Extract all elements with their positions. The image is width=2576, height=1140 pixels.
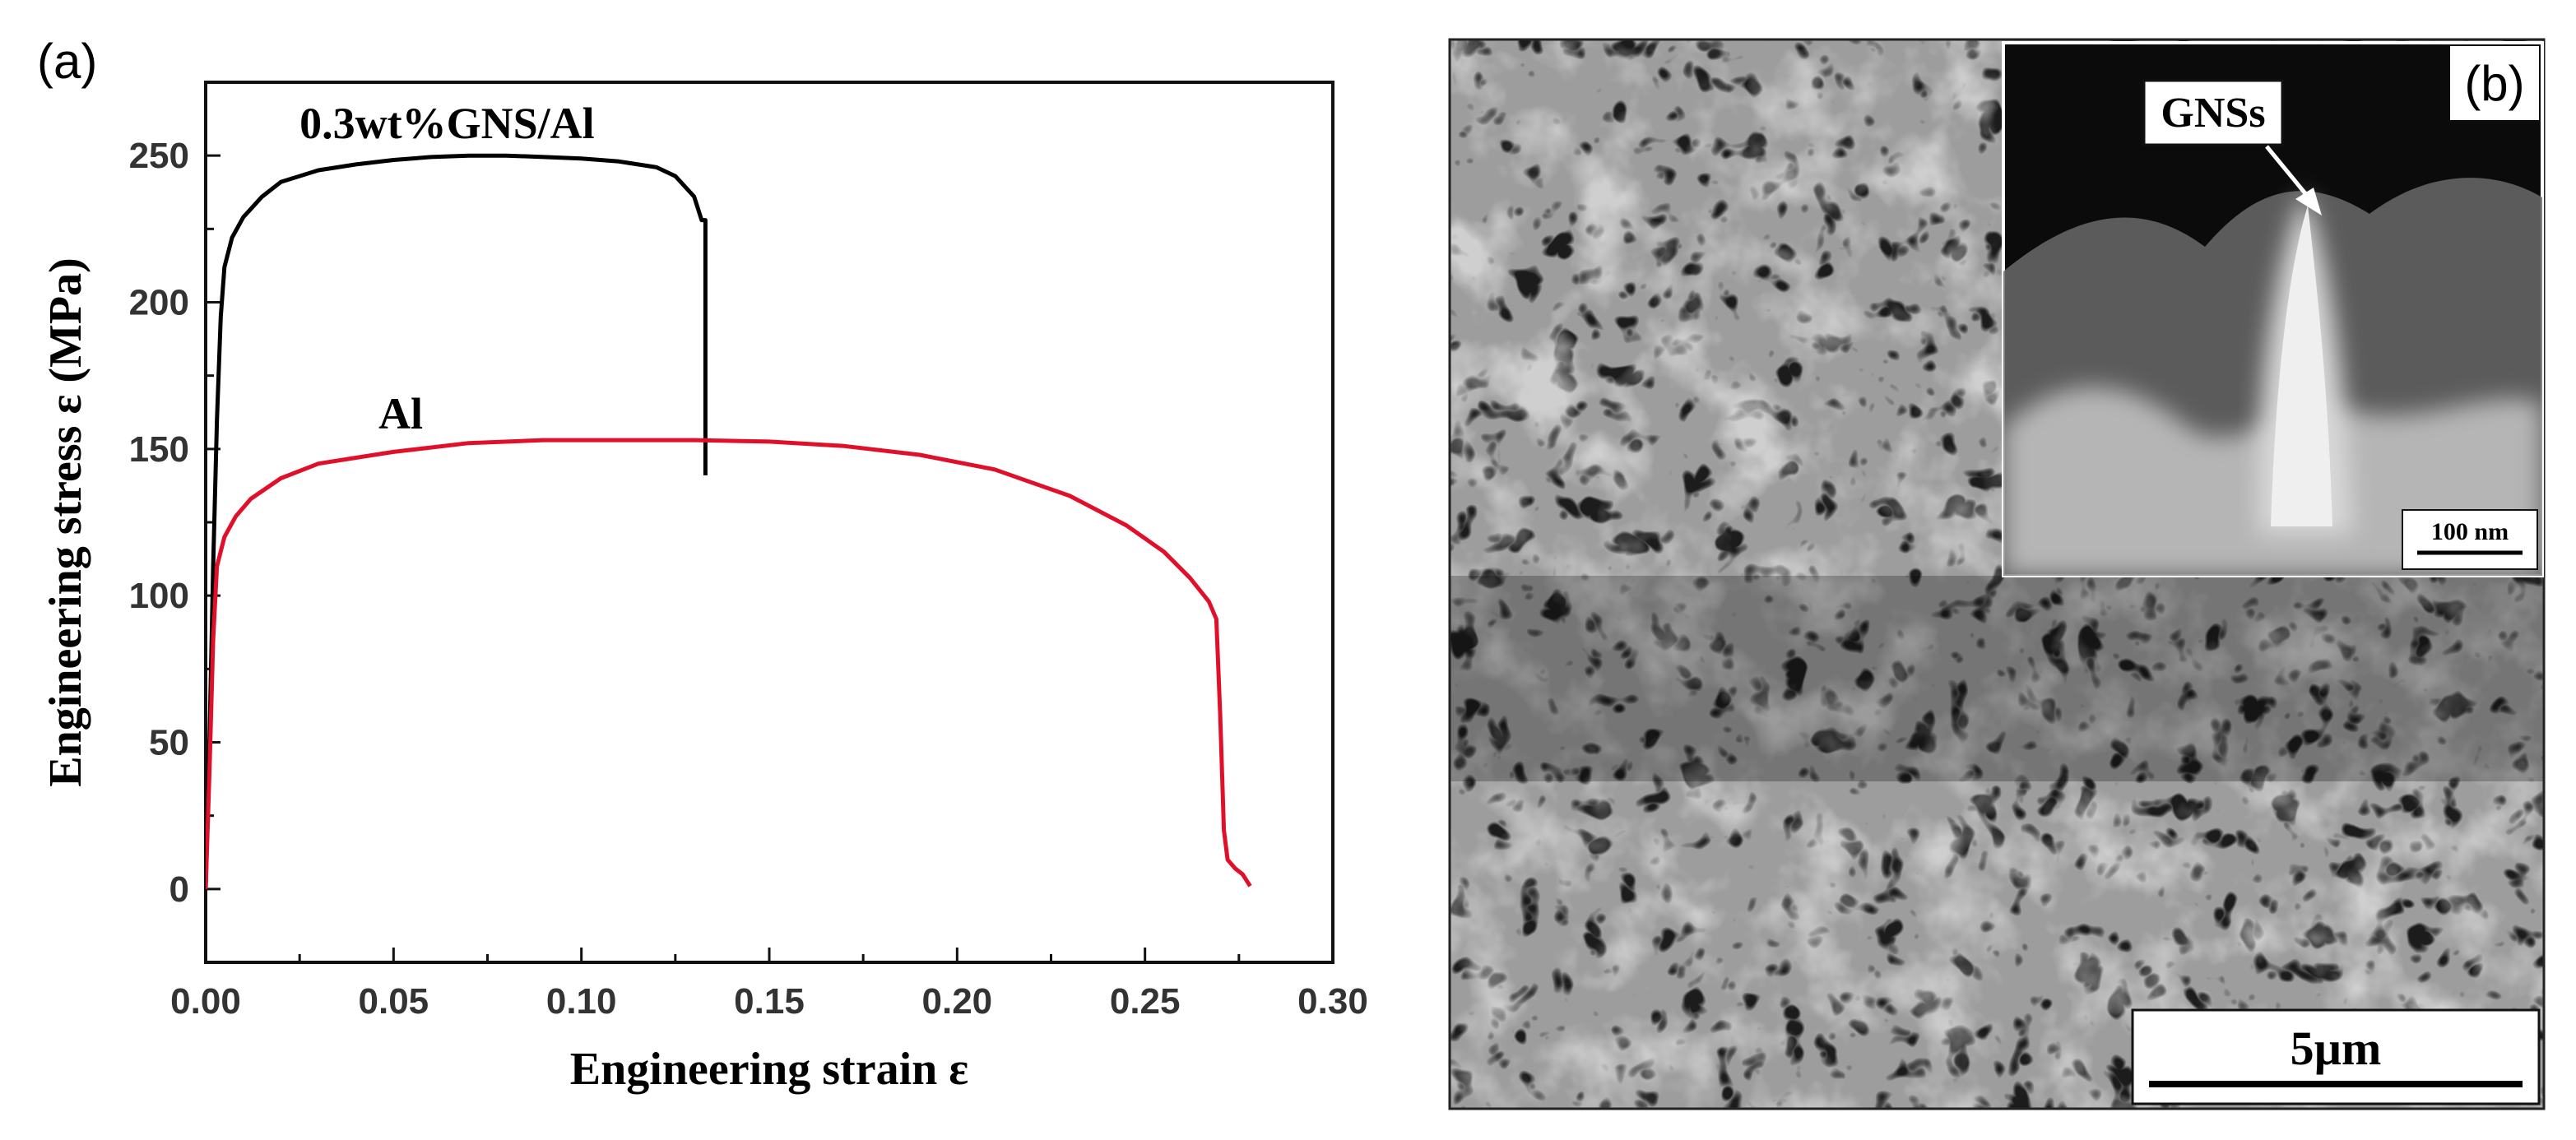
- y-tick-label: 0: [169, 869, 189, 910]
- series-line-al: [206, 438, 1252, 889]
- x-tick-label: 0.00: [170, 981, 241, 1022]
- gns-callout-box: [2142, 79, 2284, 146]
- inset-scale-box: [2402, 509, 2538, 570]
- series-layer: [206, 153, 1252, 889]
- panel-b-label-box: [2450, 46, 2539, 120]
- series-label-gns-al: 0.3wt%GNS/Al: [299, 99, 595, 148]
- panel-a-label: (a): [37, 34, 97, 89]
- y-axis-ticks: 0 50 100 150 200 250: [129, 136, 220, 910]
- y-tick-label: 250: [129, 136, 189, 176]
- y-tick-label: 200: [129, 283, 189, 323]
- gns-callout-label: GNSs: [2161, 90, 2265, 137]
- y-axis-title: Engineering stress ε (MPa): [40, 257, 91, 786]
- x-axis-ticks: 0.00 0.05 0.10 0.15 0.20 0.25 0.30: [170, 948, 1368, 1022]
- x-tick-label: 0.30: [1297, 981, 1368, 1022]
- series-line-gns-al: [206, 153, 708, 889]
- panel-b-label: (b): [2464, 56, 2524, 111]
- sem-panel-b: GNSs 100 nm (b) 5µm: [1448, 38, 2546, 1110]
- gns-arrow-line: [2265, 145, 2314, 203]
- x-tick-label: 0.05: [359, 981, 429, 1022]
- x-tick-label: 0.20: [922, 981, 993, 1022]
- x-tick-label: 0.15: [734, 981, 805, 1022]
- sem-inset: GNSs 100 nm: [2002, 41, 2544, 577]
- chart-panel-a: (a) 0.00 0.05 0.10 0.15 0.20 0.25 0.30 0 50 100 1…: [37, 34, 1368, 1095]
- x-axis-title: Engineering strain ε: [570, 1044, 968, 1095]
- y-tick-label: 100: [129, 576, 189, 616]
- x-tick-label: 0.25: [1110, 981, 1181, 1022]
- scale-bar-label: 5µm: [2291, 1022, 2382, 1075]
- plot-frame: [204, 81, 1334, 964]
- inset-scale-label: 100 nm: [2431, 518, 2509, 545]
- gns-arrow-head: [2295, 188, 2322, 215]
- y-tick-label: 150: [129, 429, 189, 470]
- y-tick-label: 50: [149, 723, 189, 763]
- series-label-al: Al: [378, 389, 423, 438]
- scale-bar-box: [2131, 1008, 2541, 1105]
- x-tick-label: 0.10: [546, 981, 617, 1022]
